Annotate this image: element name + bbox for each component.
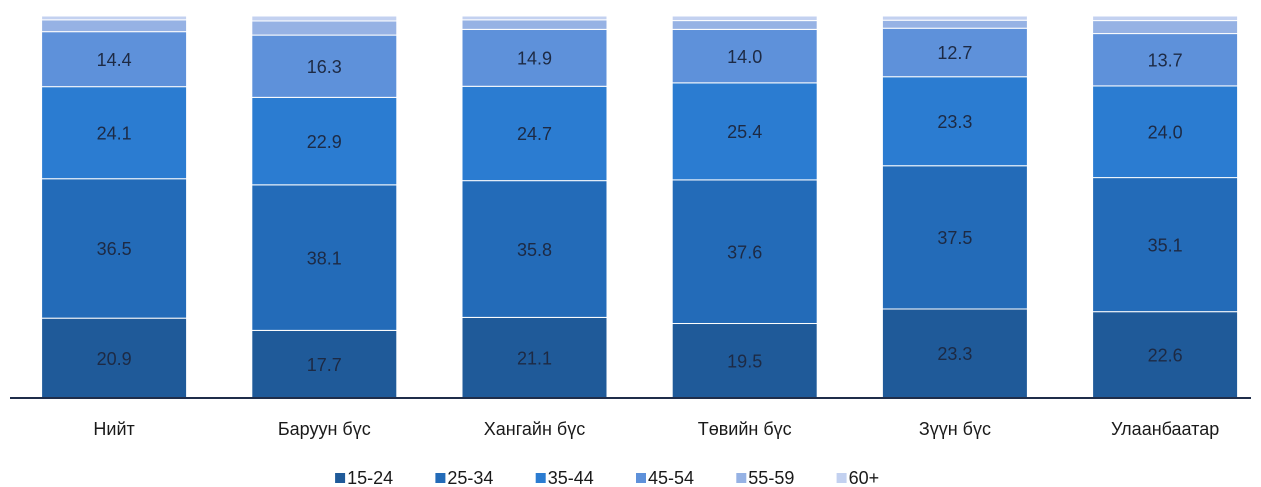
data-label: 12.7 — [937, 43, 972, 63]
data-label: 24.7 — [517, 124, 552, 144]
legend-swatch — [836, 473, 847, 483]
data-label: 20.9 — [97, 349, 132, 369]
bar-segment — [881, 165, 1028, 310]
data-label: 21.1 — [517, 348, 552, 368]
bar-segment — [251, 96, 398, 186]
bar-segment — [671, 28, 818, 84]
legend-swatch — [636, 473, 646, 483]
legend-label: 55-59 — [748, 468, 794, 487]
bar-segment — [461, 19, 608, 30]
bar-segment — [671, 15, 818, 22]
legend-label: 15-24 — [347, 468, 393, 487]
x-tick-label: Нийт — [93, 419, 134, 439]
legend-label: 35-44 — [548, 468, 594, 487]
data-label: 14.4 — [97, 50, 132, 70]
bar-segment — [251, 329, 398, 399]
bar-segment — [1092, 33, 1239, 87]
data-label: 24.1 — [97, 123, 132, 143]
data-label: 38.1 — [307, 248, 342, 268]
legend-label: 60+ — [849, 468, 880, 487]
bar-segment — [1092, 20, 1239, 35]
data-label: 13.7 — [1148, 50, 1183, 70]
data-label: 35.8 — [517, 240, 552, 260]
bar-segment — [461, 15, 608, 21]
bar-segment — [41, 31, 188, 88]
bar-segment — [251, 15, 398, 22]
bar-segment — [41, 15, 188, 21]
data-label: 36.5 — [97, 239, 132, 259]
data-label: 19.5 — [727, 352, 762, 372]
bar-segment — [881, 308, 1028, 399]
bar-segment — [881, 76, 1028, 167]
data-label: 23.3 — [937, 344, 972, 364]
bar-segment — [1092, 15, 1239, 22]
data-label: 37.5 — [937, 228, 972, 248]
x-tick-label: Төвийн бүс — [698, 419, 792, 439]
bar-segment — [671, 323, 818, 399]
x-tick-label: Улаанбаатар — [1111, 419, 1219, 439]
legend-swatch — [435, 473, 446, 483]
bar-segment — [671, 20, 818, 30]
bar-segment — [1092, 311, 1239, 399]
bar-segment — [41, 19, 188, 33]
bar-segment — [251, 184, 398, 331]
data-label: 22.6 — [1148, 346, 1183, 366]
data-label: 17.7 — [307, 355, 342, 375]
data-label: 35.1 — [1148, 235, 1183, 255]
data-label: 14.0 — [727, 47, 762, 67]
data-label: 37.6 — [727, 242, 762, 262]
x-tick-label: Хангайн бүс — [484, 419, 585, 439]
legend-label: 25-34 — [447, 468, 493, 487]
data-label: 23.3 — [937, 112, 972, 132]
data-label: 14.9 — [517, 49, 552, 69]
data-label: 25.4 — [727, 122, 762, 142]
bar-segment — [251, 34, 398, 98]
bar-segment — [251, 20, 398, 36]
legend-swatch — [535, 473, 546, 483]
bar-segment — [41, 178, 188, 319]
bar-segment — [881, 27, 1028, 78]
data-label: 24.0 — [1148, 122, 1183, 142]
legend-label: 45-54 — [648, 468, 694, 487]
bar-segment — [461, 28, 608, 87]
legend-swatch — [736, 473, 747, 483]
bar-segment — [881, 19, 1028, 29]
x-tick-label: Баруун бүс — [278, 419, 371, 439]
legend-swatch — [335, 473, 346, 483]
bar-segment — [461, 85, 608, 182]
bar-segment — [881, 15, 1028, 21]
bar-segment — [671, 82, 818, 181]
bar-segment — [461, 180, 608, 318]
bar-segment — [1092, 85, 1239, 179]
data-label: 16.3 — [307, 57, 342, 77]
bar-segment — [41, 317, 188, 399]
x-tick-label: Зүүн бүс — [919, 419, 991, 439]
data-label: 22.9 — [307, 132, 342, 152]
